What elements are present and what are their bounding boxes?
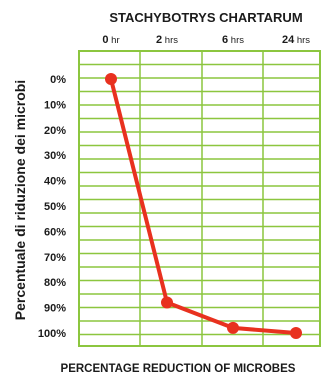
y-tick-label-10: 100% bbox=[38, 328, 66, 340]
series-line-0 bbox=[109, 77, 298, 335]
plot-frame bbox=[78, 50, 321, 347]
data-point-0-1 bbox=[161, 296, 173, 309]
x-tick-unit-3: hrs bbox=[294, 35, 310, 46]
x-tick-number-3: 24 bbox=[282, 34, 295, 46]
x-tick-unit-0: hr bbox=[109, 35, 120, 46]
y-tick-labels: 0% 10% 20% 30% 40% 50% 60% 70% 80% 90% 100% bbox=[38, 74, 66, 340]
y-tick-label-1: 10% bbox=[44, 99, 66, 111]
x-tick-label-0: 0 hr bbox=[102, 34, 119, 46]
y-tick-label-3: 30% bbox=[44, 150, 66, 162]
y-tick-label-9: 90% bbox=[44, 303, 66, 315]
y-tick-label-4: 40% bbox=[44, 176, 66, 188]
x-tick-number-2: 6 bbox=[222, 34, 228, 46]
x-tick-number-1: 2 bbox=[156, 34, 162, 46]
y-tick-label-0: 0% bbox=[50, 74, 66, 86]
chart-title: STACHYBOTRYS CHARTARUM bbox=[109, 10, 302, 25]
y-tick-label-6: 60% bbox=[44, 226, 66, 238]
x-tick-unit-1: hrs bbox=[162, 35, 178, 46]
x-tick-number-0: 0 bbox=[102, 34, 108, 46]
data-point-0-2 bbox=[227, 321, 239, 334]
x-axis-label: PERCENTAGE REDUCTION OF MICROBES bbox=[61, 363, 296, 375]
y-tick-label-2: 20% bbox=[44, 125, 66, 137]
x-tick-label-2: 6 hrs bbox=[222, 34, 244, 46]
y-axis-label: Percentuale di riduzione dei microbi bbox=[12, 80, 28, 320]
x-tick-labels: 0 hr 2 hrs 6 hrs 24 hrs bbox=[102, 34, 310, 46]
y-tick-label-5: 50% bbox=[44, 201, 66, 213]
x-tick-unit-2: hrs bbox=[228, 35, 244, 46]
x-tick-label-1: 2 hrs bbox=[156, 34, 178, 46]
data-point-0-3 bbox=[290, 327, 302, 339]
y-tick-label-8: 80% bbox=[44, 277, 66, 289]
series-layer bbox=[105, 73, 302, 339]
y-tick-label-7: 70% bbox=[44, 252, 66, 264]
plot-grid bbox=[78, 50, 321, 347]
data-point-0-0 bbox=[105, 73, 117, 85]
x-tick-label-3: 24 hrs bbox=[282, 34, 310, 46]
